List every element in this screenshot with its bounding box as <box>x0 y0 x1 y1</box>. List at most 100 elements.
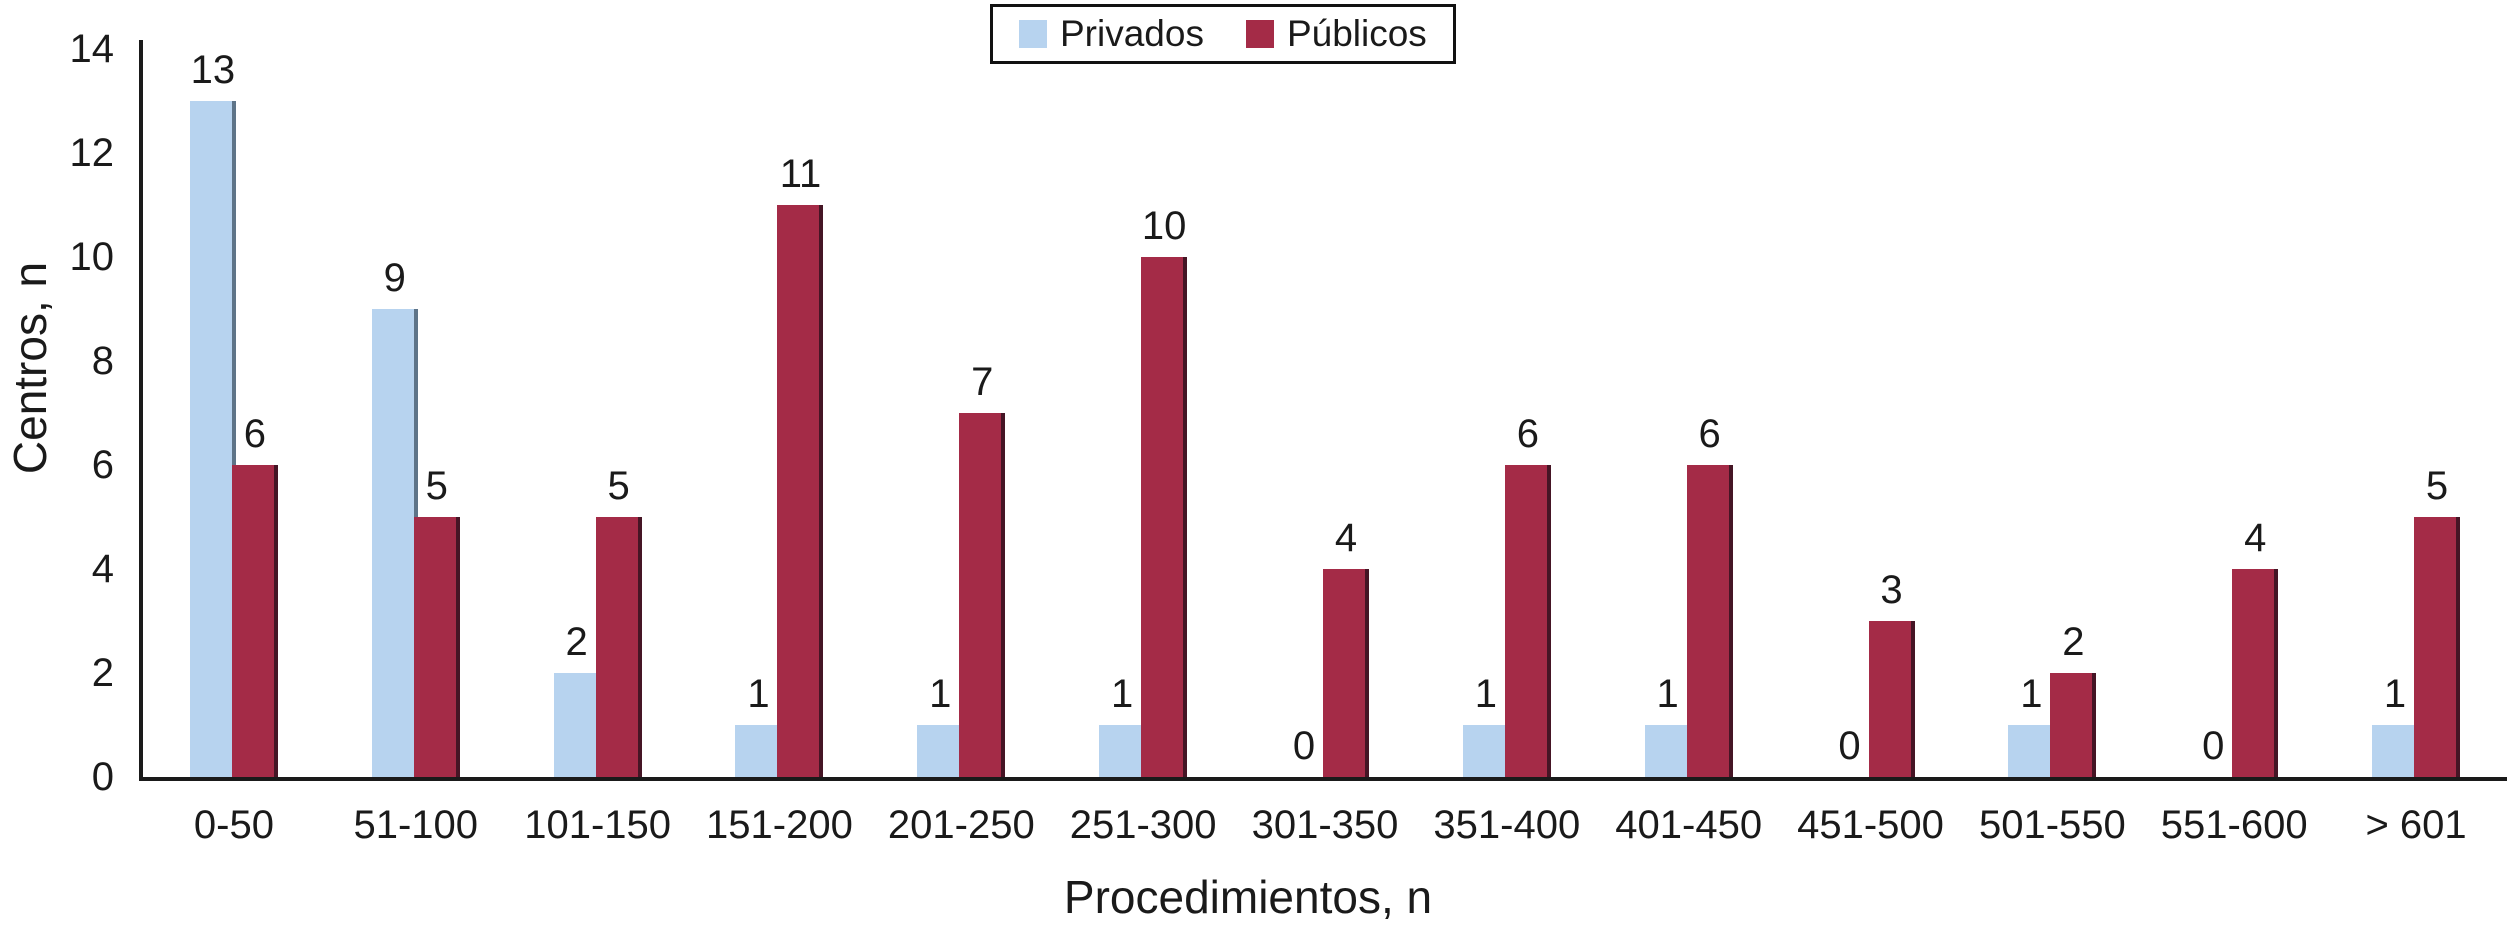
y-tick-label: 10 <box>69 235 115 279</box>
bar-privados <box>1099 725 1146 777</box>
bar-column-privados: 1 <box>2372 673 2419 777</box>
category-group: 1 5 > 601 <box>2325 40 2507 847</box>
bar-column-publicos: 2 <box>2050 621 2097 777</box>
y-tick-label: 12 <box>69 131 115 175</box>
bar-value-label: 0 <box>1838 724 1861 768</box>
bar-value-label: 10 <box>1141 204 1187 248</box>
bar-column-publicos: 5 <box>2414 465 2461 777</box>
bar-value-label: 1 <box>2383 672 2407 716</box>
bar-value-label: 2 <box>565 620 588 664</box>
bar-publicos <box>1504 465 1551 777</box>
bar-value-label: 1 <box>929 672 952 716</box>
x-axis-title: Procedimientos, n <box>1063 871 1433 923</box>
legend-label-publicos: Públicos <box>1286 13 1427 54</box>
bar-pair: 1 10 <box>1099 205 1188 777</box>
y-axis-tick-labels: 0 2 4 6 8 10 12 14 <box>0 0 124 926</box>
bar-column-publicos: 4 <box>1322 517 1369 777</box>
bar-value-label: 5 <box>2425 464 2449 508</box>
bar-value-label: 5 <box>425 464 448 508</box>
legend-label-privados: Privados <box>1060 13 1204 54</box>
legend: Privados Públicos <box>990 4 1456 64</box>
bar-column-publicos: 11 <box>777 153 824 777</box>
bar-publicos <box>231 465 278 777</box>
bar-privados <box>735 725 782 777</box>
bar-value-label: 6 <box>1698 412 1721 456</box>
y-tick-label: 8 <box>91 339 114 383</box>
bar-value-label: 1 <box>1111 672 1134 716</box>
y-tick-label: 6 <box>91 443 114 487</box>
bar-column-publicos: 7 <box>959 361 1006 777</box>
bar-value-label: 1 <box>1656 672 1679 716</box>
x-tick-label: 301-350 <box>1251 803 1399 847</box>
bar-publicos <box>1686 465 1733 777</box>
bar-value-label: 1 <box>1474 672 1497 716</box>
x-tick-label: 0-50 <box>193 803 274 847</box>
x-tick-label: 251-300 <box>1069 803 1217 847</box>
x-tick-label: 501-550 <box>1978 803 2126 847</box>
bar-value-label: 13 <box>190 48 236 92</box>
bar-column-publicos: 5 <box>413 465 460 777</box>
bar-column-privados: 1 <box>1644 673 1691 777</box>
bar-column-publicos: 3 <box>1868 569 1915 777</box>
bar-value-label: 0 <box>2202 724 2225 768</box>
bar-privados <box>553 673 600 777</box>
legend-swatch-publicos <box>1245 20 1274 48</box>
category-group: 0 3 451-500 <box>1780 40 1962 847</box>
legend-swatch-privados <box>1019 20 1047 48</box>
bar-value-label: 6 <box>1516 412 1539 456</box>
bar-value-label: 1 <box>2020 672 2043 716</box>
bar-publicos <box>2050 673 2097 777</box>
x-tick-label: > 601 <box>2365 803 2467 847</box>
bar-value-label: 7 <box>971 360 994 404</box>
x-tick-label: 451-500 <box>1797 803 1944 847</box>
bar-publicos <box>959 413 1006 777</box>
category-group: 13 6 0-50 <box>143 40 325 847</box>
x-tick-label: 51-100 <box>353 803 479 847</box>
bar-column-privados: 1 <box>1462 673 1509 777</box>
bar-column-privados: 1 <box>917 673 964 777</box>
bar-column-privados: 1 <box>2008 673 2055 777</box>
bar-column-publicos: 6 <box>1686 413 1733 777</box>
bar-publicos <box>1141 257 1188 777</box>
bar-pair: 13 6 <box>189 49 278 777</box>
bar-value-label: 2 <box>2062 620 2085 664</box>
bar-column-privados: 13 <box>189 49 236 777</box>
category-group: 0 4 301-350 <box>1234 40 1416 847</box>
bar-column-publicos: 5 <box>595 465 642 777</box>
bar-pair: 1 11 <box>735 153 824 777</box>
bar-column-privados: 1 <box>735 673 782 777</box>
bar-value-label: 6 <box>243 412 267 456</box>
bar-publicos <box>2232 569 2279 777</box>
bar-column-privados: 9 <box>371 257 418 777</box>
category-group: 0 4 551-600 <box>2143 40 2325 847</box>
bar-publicos <box>595 517 642 777</box>
category-group: 1 2 501-550 <box>1961 40 2143 847</box>
bar-column-publicos: 4 <box>2232 517 2279 777</box>
bar-publicos <box>1322 569 1369 777</box>
bar-publicos <box>1868 621 1915 777</box>
bar-value-label: 4 <box>1334 516 1358 560</box>
bar-publicos <box>413 517 460 777</box>
legend-item-privados: Privados <box>1019 13 1204 55</box>
bar-privados <box>371 309 418 777</box>
bar-value-label: 11 <box>779 152 822 196</box>
legend-item-publicos: Públicos <box>1245 13 1427 55</box>
x-tick-label: 101-150 <box>524 803 672 847</box>
y-tick-label: 0 <box>91 755 114 799</box>
bar-privados <box>189 101 236 777</box>
bar-publicos <box>777 205 824 777</box>
bar-privados <box>1462 725 1509 777</box>
bar-column-privados: 1 <box>1099 673 1146 777</box>
category-group: 9 5 51-100 <box>325 40 507 847</box>
bar-column-publicos: 10 <box>1141 205 1188 777</box>
